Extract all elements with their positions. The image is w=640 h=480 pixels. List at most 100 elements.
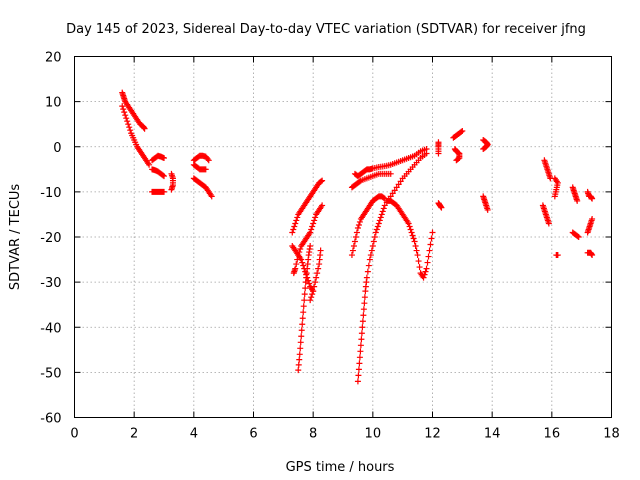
y-tick-label: -40 — [40, 321, 61, 336]
y-tick-label: -10 — [40, 186, 61, 201]
x-tick-label: 8 — [309, 427, 317, 442]
data-point — [295, 361, 302, 368]
data-point — [360, 306, 367, 313]
data-series — [119, 89, 596, 385]
series-arc-s — [348, 170, 394, 191]
x-axis-label: GPS time / hours — [286, 460, 395, 475]
plot-frame — [74, 56, 612, 418]
series-arc-b — [119, 103, 153, 168]
series-arc-af — [584, 188, 596, 202]
data-point — [300, 262, 307, 269]
series-arc-ad — [569, 184, 581, 204]
series-arc-e — [149, 188, 167, 195]
data-point — [356, 218, 363, 225]
data-point — [146, 161, 153, 168]
data-point — [365, 262, 372, 269]
data-point — [315, 265, 322, 272]
data-point — [121, 109, 128, 116]
series-arc-j — [289, 177, 326, 236]
data-point — [301, 291, 308, 298]
data-point — [348, 252, 355, 259]
data-point — [311, 283, 318, 290]
series-arc-h — [190, 161, 209, 173]
data-point — [405, 220, 412, 227]
data-point — [318, 178, 325, 185]
data-point — [426, 247, 433, 254]
data-point — [125, 121, 132, 128]
data-point — [355, 372, 362, 379]
data-point — [300, 303, 307, 310]
data-point — [319, 177, 326, 184]
data-point — [408, 229, 415, 236]
data-point — [421, 271, 428, 278]
x-tick-label: 18 — [603, 427, 620, 442]
data-point — [122, 112, 129, 119]
data-point — [355, 221, 362, 228]
data-point — [161, 188, 167, 195]
series-arc-f — [168, 170, 176, 193]
data-point — [420, 274, 427, 281]
series-arc-ah — [584, 249, 596, 259]
data-point — [366, 256, 373, 263]
data-point — [371, 234, 378, 240]
data-point — [356, 360, 363, 367]
data-point — [589, 215, 596, 222]
series-arc-m — [295, 243, 314, 374]
data-point — [422, 268, 429, 275]
data-point — [359, 318, 366, 325]
data-point — [412, 243, 419, 250]
data-point — [296, 351, 303, 358]
axis-ticks: 0 2 4 6 8 10 12 14 16 18 -60 -50 -40 -30 -20 -10 0 10 20 — [40, 51, 620, 442]
data-point — [298, 256, 305, 263]
data-point — [415, 258, 422, 265]
data-point — [438, 204, 445, 211]
data-point — [168, 186, 175, 193]
series-arc-ae — [569, 229, 582, 240]
data-point — [309, 291, 316, 298]
data-point — [380, 205, 387, 212]
data-point — [301, 297, 308, 304]
data-point — [413, 247, 420, 254]
data-point — [377, 214, 384, 221]
series-arc-y — [480, 193, 491, 213]
y-tick-label: 0 — [53, 141, 61, 156]
data-point — [589, 195, 596, 202]
data-point — [354, 378, 361, 385]
x-tick-label: 2 — [130, 427, 138, 442]
data-point — [357, 342, 364, 349]
data-point — [352, 234, 359, 240]
data-point — [297, 339, 304, 346]
data-point — [409, 232, 416, 239]
data-point — [349, 247, 356, 254]
data-point — [354, 224, 361, 231]
data-point — [299, 259, 306, 266]
data-point — [296, 356, 303, 363]
data-point — [319, 202, 326, 209]
data-point — [363, 274, 370, 281]
data-point — [406, 223, 413, 230]
data-point — [357, 348, 364, 355]
data-point — [387, 170, 394, 177]
series-arc-g — [190, 152, 212, 164]
data-point — [428, 235, 435, 242]
series-arc-d — [149, 166, 167, 180]
data-point — [574, 197, 581, 204]
data-point — [289, 229, 296, 236]
data-point — [395, 181, 402, 188]
data-point — [297, 246, 304, 253]
data-point — [454, 156, 461, 163]
x-tick-label: 4 — [190, 427, 198, 442]
data-point — [376, 217, 383, 224]
data-point — [414, 252, 421, 259]
data-point — [425, 253, 432, 260]
data-point — [453, 157, 460, 164]
data-point — [202, 166, 209, 173]
data-point — [123, 115, 130, 122]
data-point — [353, 229, 360, 236]
data-point — [302, 285, 309, 292]
series-arc-v — [450, 127, 466, 141]
data-point — [481, 145, 488, 152]
series-arc-ab — [551, 175, 561, 200]
data-point — [124, 118, 131, 125]
